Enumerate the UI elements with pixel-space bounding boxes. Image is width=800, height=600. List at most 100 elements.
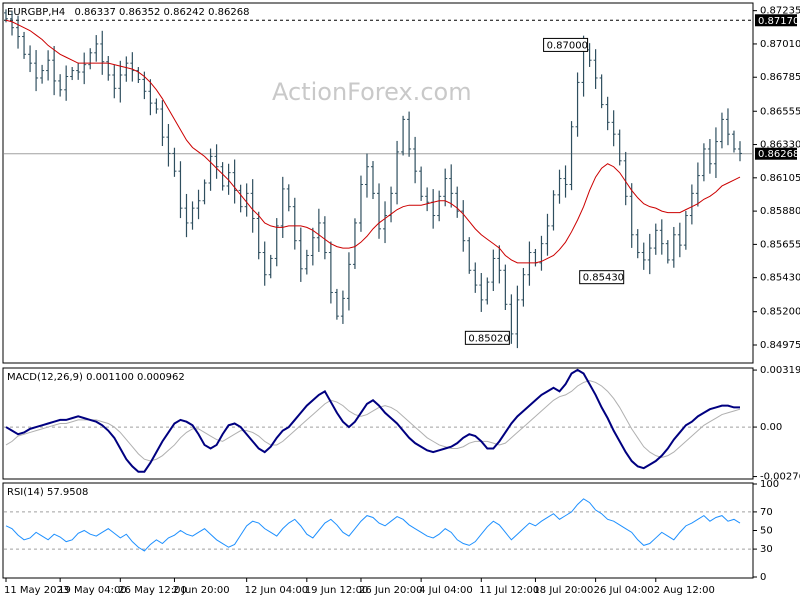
ohlc-bar bbox=[184, 193, 189, 238]
time-tick-label: 2 Jun 20:00 bbox=[172, 585, 229, 596]
price-tick-label: 0.87235 bbox=[760, 6, 800, 17]
ohlc-bar bbox=[641, 242, 646, 270]
ohlc-bar bbox=[148, 79, 153, 116]
rsi-line bbox=[5, 498, 741, 552]
ohlc-bar bbox=[130, 52, 135, 82]
ohlc-bar bbox=[232, 159, 237, 204]
ohlc-bar bbox=[425, 187, 430, 212]
ohlc-bar bbox=[196, 189, 201, 220]
rsi-tick-label: 50 bbox=[760, 526, 773, 537]
ohlc-bar bbox=[238, 184, 243, 213]
ohlc-bar bbox=[46, 50, 51, 81]
ohlc-bar bbox=[112, 65, 117, 99]
ohlc-bar bbox=[701, 143, 706, 182]
ohlc-bar bbox=[485, 277, 490, 305]
ohlc-bar bbox=[401, 115, 406, 156]
ohlc-bar bbox=[461, 200, 466, 252]
ohlc-bar bbox=[10, 10, 15, 36]
time-tick-label: 4 Jul 04:00 bbox=[419, 585, 473, 596]
rsi-tick-label: 30 bbox=[760, 544, 773, 555]
ohlc-bar bbox=[160, 100, 165, 147]
ohlc-bar bbox=[707, 139, 712, 174]
time-tick-label: 18 Jul 20:00 bbox=[533, 585, 593, 596]
time-tick-label: 12 Jun 04:00 bbox=[245, 585, 309, 596]
ohlc-bar bbox=[611, 110, 616, 147]
watermark: ActionForex.com bbox=[272, 78, 472, 106]
annotation-label: 0.85430 bbox=[583, 273, 624, 284]
ohlc-bar bbox=[328, 241, 333, 304]
ohlc-bar bbox=[659, 219, 664, 255]
rsi-tick-label: 0 bbox=[760, 572, 766, 583]
ohlc-bar bbox=[64, 65, 69, 101]
macd-line bbox=[5, 368, 740, 473]
ohlc-bar bbox=[124, 56, 129, 82]
rsi-plot bbox=[4, 498, 752, 552]
ohlc-bar bbox=[557, 169, 562, 204]
time-tick-label: 19 Jun 12:00 bbox=[305, 585, 369, 596]
ohlc-bar bbox=[346, 252, 351, 311]
ohlc-bar bbox=[22, 31, 27, 59]
ohlc-bar bbox=[274, 218, 279, 267]
price-grid bbox=[4, 19, 752, 155]
ohlc-bar bbox=[593, 49, 598, 89]
price-tick-label: 0.85200 bbox=[760, 307, 800, 318]
ohlc-bar bbox=[244, 183, 249, 217]
ma-line bbox=[5, 19, 741, 264]
price-tick-label: 0.85655 bbox=[760, 239, 800, 250]
time-tick-label: 26 May 12:00 bbox=[118, 585, 187, 596]
ohlc-bar bbox=[16, 15, 21, 49]
price-tick-label: 0.86785 bbox=[760, 72, 800, 83]
ohlc-bar bbox=[310, 227, 315, 266]
ohlc-bar bbox=[154, 98, 159, 114]
ohlc-bar bbox=[304, 249, 309, 275]
ohlc-bar bbox=[76, 62, 81, 80]
macd-panel-frame bbox=[2, 367, 754, 480]
ohlc-bar bbox=[689, 184, 694, 225]
ohlc-bar bbox=[677, 222, 682, 258]
ohlc-bar bbox=[605, 96, 610, 131]
ohlc-bar bbox=[166, 124, 171, 167]
ohlc-bar bbox=[395, 140, 400, 205]
ohlc-bar bbox=[94, 35, 99, 62]
ohlc-bar bbox=[286, 184, 291, 212]
price-tick-label: 0.86105 bbox=[760, 173, 800, 184]
ohlc-bar bbox=[515, 285, 520, 349]
ohlc-bar bbox=[250, 179, 255, 233]
time-tick-label: 2 Aug 12:00 bbox=[654, 585, 715, 596]
price-tick-label: 0.87010 bbox=[760, 39, 800, 50]
symbol-label: EURGBP,H4 bbox=[7, 7, 65, 18]
ohlc-bar bbox=[371, 161, 375, 200]
ohlc-bar bbox=[719, 112, 724, 149]
ohlc-bar bbox=[443, 168, 448, 207]
price-tick-label: 0.86330 bbox=[760, 140, 800, 151]
price-panel-frame bbox=[2, 2, 754, 364]
ohlc-bar bbox=[377, 183, 382, 239]
ohlc-bar bbox=[292, 197, 297, 250]
ohlc-bar bbox=[521, 267, 526, 307]
ohlc-bar bbox=[88, 48, 93, 70]
ohlc-bar bbox=[389, 186, 394, 223]
ohlc-bar bbox=[509, 294, 514, 344]
price-annotations: 0.87000 0.85430 0.85020 bbox=[464, 37, 625, 345]
ohlc-bar bbox=[178, 161, 183, 219]
price-title: EURGBP,H4 0.86337 0.86352 0.86242 0.8626… bbox=[7, 7, 249, 18]
annotation-label: 0.85020 bbox=[468, 333, 509, 344]
rsi-title: RSI(14) 57.9508 bbox=[7, 487, 88, 498]
ohlc-bar bbox=[172, 147, 177, 177]
time-tick-label: 26 Jun 20:00 bbox=[359, 585, 423, 596]
ohlc-bar bbox=[695, 162, 700, 207]
ohlc-bar bbox=[214, 144, 219, 179]
ohlc-bar bbox=[352, 218, 357, 269]
macd-y-axis: 0.00319 0.00 -0.002769 bbox=[753, 365, 800, 483]
ohlc-bar bbox=[82, 52, 87, 85]
ohlc-values: 0.86337 0.86352 0.86242 0.86268 bbox=[74, 7, 249, 18]
annotation-label: 0.87000 bbox=[547, 40, 588, 51]
ohlc-bar bbox=[100, 30, 105, 75]
ohlc-bar bbox=[551, 190, 556, 231]
ohlc-bar bbox=[226, 163, 231, 195]
ohlc-bar bbox=[383, 201, 388, 244]
ohlc-bar bbox=[340, 290, 345, 324]
time-tick-label: 11 Jul 12:00 bbox=[479, 585, 539, 596]
